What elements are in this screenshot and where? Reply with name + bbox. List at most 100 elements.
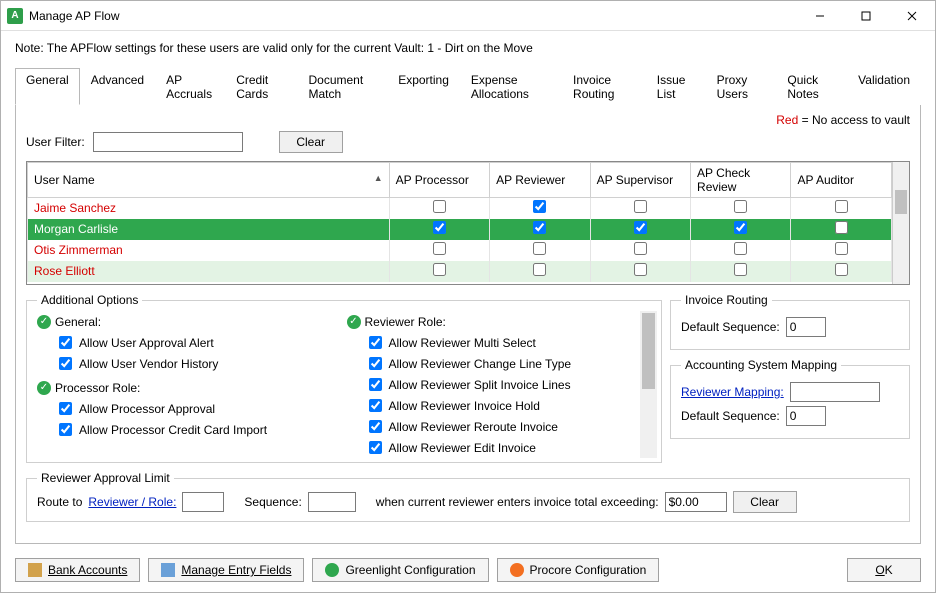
col-ap-auditor[interactable]: AP Auditor xyxy=(791,163,892,198)
opt-reviewer-reroute-invoice[interactable] xyxy=(369,420,382,433)
tab-ap-accruals[interactable]: AP Accruals xyxy=(155,68,225,105)
user-filter-clear-button[interactable]: Clear xyxy=(279,131,343,153)
legend-row: Red = No access to vault xyxy=(26,113,910,131)
reviewer-role-input[interactable] xyxy=(182,492,224,512)
table-row[interactable]: Rose Elliott xyxy=(28,261,892,282)
mapping-seq-label: Default Sequence: xyxy=(681,409,780,423)
opt-allow-processor-cc-import[interactable] xyxy=(59,423,72,436)
cell-checkbox xyxy=(389,219,489,240)
ok-button[interactable]: OK xyxy=(847,558,921,582)
role-checkbox[interactable] xyxy=(533,242,546,255)
accounting-mapping-title: Accounting System Mapping xyxy=(681,358,841,372)
role-checkbox[interactable] xyxy=(433,200,446,213)
table-row[interactable]: Jaime Sanchez xyxy=(28,198,892,219)
role-checkbox[interactable] xyxy=(634,263,647,276)
role-checkbox[interactable] xyxy=(533,263,546,276)
role-checkbox[interactable] xyxy=(835,263,848,276)
tab-expense-allocations[interactable]: Expense Allocations xyxy=(460,68,562,105)
opt-allow-user-approval-alert[interactable] xyxy=(59,336,72,349)
col-ap-processor[interactable]: AP Processor xyxy=(389,163,489,198)
role-checkbox[interactable] xyxy=(835,242,848,255)
role-checkbox[interactable] xyxy=(433,263,446,276)
opt-allow-user-vendor-history[interactable] xyxy=(59,357,72,370)
tab-exporting[interactable]: Exporting xyxy=(387,68,460,105)
close-button[interactable] xyxy=(889,1,935,31)
tab-credit-cards[interactable]: Credit Cards xyxy=(225,68,297,105)
legend-red: Red xyxy=(776,113,798,127)
cell-checkbox xyxy=(590,261,690,282)
cell-checkbox xyxy=(691,261,791,282)
role-checkbox[interactable] xyxy=(634,242,647,255)
reviewer-role-link[interactable]: Reviewer / Role: xyxy=(88,495,176,509)
window-title: Manage AP Flow xyxy=(29,9,797,23)
sequence-input[interactable] xyxy=(308,492,356,512)
reviewer-mapping-input[interactable] xyxy=(790,382,880,402)
general-group-label: General: xyxy=(37,315,327,329)
role-checkbox[interactable] xyxy=(433,221,446,234)
manage-entry-fields-button[interactable]: Manage Entry Fields xyxy=(148,558,304,582)
tab-advanced[interactable]: Advanced xyxy=(80,68,155,105)
role-checkbox[interactable] xyxy=(734,221,747,234)
amount-input[interactable] xyxy=(665,492,727,512)
check-icon xyxy=(347,315,361,329)
reviewer-approval-limit-title: Reviewer Approval Limit xyxy=(37,471,174,485)
reviewer-limit-clear-button[interactable]: Clear xyxy=(733,491,797,513)
user-filter-input[interactable] xyxy=(93,132,243,152)
tab-general[interactable]: General xyxy=(15,68,80,105)
table-row[interactable]: Otis Zimmerman xyxy=(28,240,892,261)
cell-checkbox xyxy=(691,219,791,240)
role-checkbox[interactable] xyxy=(734,263,747,276)
role-checkbox[interactable] xyxy=(835,221,848,234)
tab-validation[interactable]: Validation xyxy=(847,68,921,105)
processor-group-label: Processor Role: xyxy=(37,381,327,395)
grid-scrollbar[interactable] xyxy=(892,162,909,284)
role-checkbox[interactable] xyxy=(533,200,546,213)
role-checkbox[interactable] xyxy=(634,200,647,213)
cell-user-name: Morgan Carlisle xyxy=(28,219,390,240)
bank-accounts-button[interactable]: Bank Accounts xyxy=(15,558,140,582)
invoice-routing-seq-input[interactable] xyxy=(786,317,826,337)
role-checkbox[interactable] xyxy=(734,242,747,255)
reviewer-mapping-link[interactable]: Reviewer Mapping: xyxy=(681,385,784,399)
procore-config-button[interactable]: Procore Configuration xyxy=(497,558,660,582)
mapping-seq-input[interactable] xyxy=(786,406,826,426)
col-ap-reviewer[interactable]: AP Reviewer xyxy=(490,163,590,198)
legend-red-desc: = No access to vault xyxy=(798,113,910,127)
opt-allow-processor-approval[interactable] xyxy=(59,402,72,415)
tab-document-match[interactable]: Document Match xyxy=(297,68,387,105)
bottom-bar: Bank Accounts Manage Entry Fields Greenl… xyxy=(1,550,935,592)
opt-reviewer-invoice-hold[interactable] xyxy=(369,399,382,412)
right-column: Invoice Routing Default Sequence: Accoun… xyxy=(670,293,910,463)
greenlight-config-button[interactable]: Greenlight Configuration xyxy=(312,558,488,582)
cell-checkbox xyxy=(590,240,690,261)
options-scrollbar[interactable] xyxy=(640,311,657,458)
table-row[interactable]: Morgan Carlisle xyxy=(28,219,892,240)
cell-checkbox xyxy=(590,219,690,240)
invoice-routing-seq-label: Default Sequence: xyxy=(681,320,780,334)
col-user-name[interactable]: User Name xyxy=(28,163,390,198)
exceeding-label: when current reviewer enters invoice tot… xyxy=(376,495,659,509)
role-checkbox[interactable] xyxy=(734,200,747,213)
opt-reviewer-split-lines[interactable] xyxy=(369,378,382,391)
role-checkbox[interactable] xyxy=(433,242,446,255)
tab-proxy-users[interactable]: Proxy Users xyxy=(706,68,777,105)
role-checkbox[interactable] xyxy=(835,200,848,213)
cell-user-name: Jaime Sanchez xyxy=(28,198,390,219)
opt-reviewer-edit-invoice[interactable] xyxy=(369,441,382,454)
col-ap-check-review[interactable]: AP Check Review xyxy=(691,163,791,198)
invoice-routing-group: Invoice Routing Default Sequence: xyxy=(670,293,910,350)
maximize-button[interactable] xyxy=(843,1,889,31)
tab-quick-notes[interactable]: Quick Notes xyxy=(776,68,847,105)
minimize-button[interactable] xyxy=(797,1,843,31)
opt-reviewer-change-line-type[interactable] xyxy=(369,357,382,370)
opt-reviewer-multi-select[interactable] xyxy=(369,336,382,349)
col-ap-supervisor[interactable]: AP Supervisor xyxy=(590,163,690,198)
tab-invoice-routing[interactable]: Invoice Routing xyxy=(562,68,646,105)
cell-user-name: Rose Elliott xyxy=(28,261,390,282)
tab-issue-list[interactable]: Issue List xyxy=(646,68,706,105)
invoice-routing-title: Invoice Routing xyxy=(681,293,772,307)
app-icon: A xyxy=(7,8,23,24)
cell-checkbox xyxy=(490,219,590,240)
role-checkbox[interactable] xyxy=(533,221,546,234)
role-checkbox[interactable] xyxy=(634,221,647,234)
